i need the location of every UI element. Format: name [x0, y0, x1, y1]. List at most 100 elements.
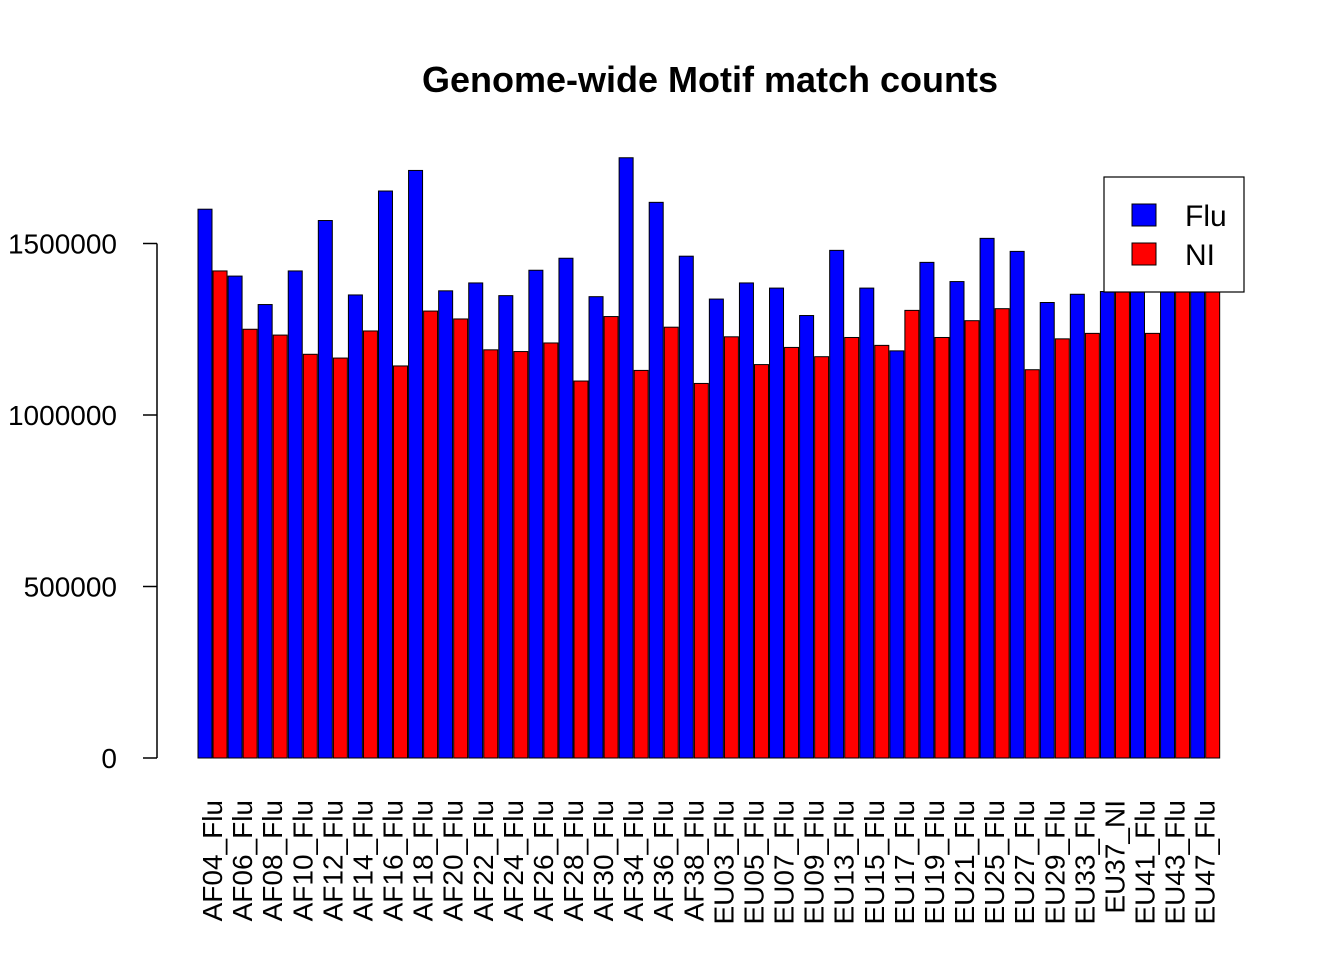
x-category-label: AF12_Flu — [317, 800, 348, 921]
bar-flu — [949, 281, 965, 759]
bar-flu — [528, 269, 544, 759]
bar-flu — [287, 270, 303, 759]
bar-ni — [423, 310, 439, 759]
x-category-label: EU09_Flu — [799, 800, 830, 925]
bar-flu — [317, 220, 333, 759]
bar-flu — [377, 190, 393, 759]
bar-flu — [468, 282, 484, 759]
bar-flu — [708, 298, 724, 759]
x-category-label: AF26_Flu — [528, 800, 559, 921]
y-tick-label: 500000 — [24, 572, 117, 603]
x-category-label: AF34_Flu — [618, 800, 649, 921]
y-tick-label: 1500000 — [8, 229, 117, 260]
bar-ni — [723, 336, 739, 759]
bar-ni — [964, 320, 980, 759]
bar-flu — [227, 275, 243, 759]
bar-flu — [979, 237, 995, 759]
bar-ni — [1024, 369, 1040, 759]
x-category-label: EU41_Flu — [1130, 800, 1161, 925]
bar-flu — [889, 350, 905, 759]
legend-swatch-ni — [1131, 242, 1157, 266]
y-tick-label: 0 — [101, 743, 117, 774]
bar-flu — [738, 282, 754, 759]
bar-ni — [603, 316, 619, 759]
bar-ni — [844, 336, 860, 759]
bar-flu — [618, 157, 634, 759]
bar-flu — [558, 257, 574, 759]
x-category-label: EU25_Flu — [979, 800, 1010, 925]
bar-flu — [919, 261, 935, 759]
bar-ni — [272, 334, 288, 759]
bar-flu — [498, 295, 514, 759]
bar-ni — [393, 365, 409, 759]
x-category-label: EU19_Flu — [919, 800, 950, 925]
x-category-label: AF08_Flu — [257, 800, 288, 921]
bar-flu — [1160, 291, 1176, 759]
bar-flu — [588, 296, 604, 759]
bar-flu — [197, 208, 213, 759]
x-category-label: EU13_Flu — [829, 800, 860, 925]
x-category-label: AF22_Flu — [468, 800, 499, 921]
bar-flu — [1099, 291, 1115, 759]
bar-ni — [302, 353, 318, 759]
x-category-label: AF16_Flu — [378, 800, 409, 921]
bar-ni — [814, 356, 830, 759]
bar-flu — [347, 294, 363, 759]
x-category-label: EU33_Flu — [1069, 800, 1100, 925]
bar-ni — [994, 308, 1010, 759]
x-category-label: EU05_Flu — [738, 800, 769, 925]
bar-ni — [1175, 291, 1191, 759]
bar-flu — [829, 249, 845, 759]
x-category-label: AF06_Flu — [227, 800, 258, 921]
bar-ni — [753, 364, 769, 759]
chart-title: Genome-wide Motif match counts — [422, 59, 998, 100]
x-category-label: EU29_Flu — [1039, 800, 1070, 925]
x-category-label: EU07_Flu — [769, 800, 800, 925]
bar-flu — [408, 169, 424, 759]
bar-ni — [212, 270, 228, 759]
x-category-label: EU15_Flu — [859, 800, 890, 925]
y-axis: 0 500000 1000000 1500000 — [8, 229, 158, 774]
bar-flu — [859, 287, 875, 759]
x-category-label: AF30_Flu — [588, 800, 619, 921]
x-category-label: AF36_Flu — [648, 800, 679, 921]
legend-swatch-flu — [1131, 203, 1157, 227]
bar-ni — [784, 346, 800, 759]
bar-ni — [663, 326, 679, 759]
x-category-label: EU43_Flu — [1160, 800, 1191, 925]
x-category-label: AF28_Flu — [558, 800, 589, 921]
x-category-label: AF14_Flu — [347, 800, 378, 921]
bar-ni — [242, 328, 258, 759]
legend: Flu NI — [1103, 176, 1245, 293]
x-category-label: EU47_Flu — [1190, 800, 1221, 925]
x-category-label: EU21_Flu — [949, 800, 980, 925]
x-category-label: AF20_Flu — [438, 800, 469, 921]
bars-group — [197, 157, 1221, 759]
bar-ni — [904, 309, 920, 759]
bar-flu — [1009, 250, 1025, 759]
bar-ni — [1205, 291, 1221, 759]
x-category-label: EU37_NI — [1099, 800, 1130, 914]
x-axis-labels: AF04_Flu AF06_Flu AF08_Flu AF10_Flu AF12_Flu… — [197, 800, 1221, 925]
bar-ni — [573, 380, 589, 759]
x-category-label: EU03_Flu — [708, 800, 739, 925]
x-category-label: AF18_Flu — [408, 800, 439, 921]
bar-ni — [483, 349, 499, 759]
legend-box — [1103, 176, 1245, 293]
bar-ni — [362, 330, 378, 759]
bar-flu — [769, 287, 785, 759]
bar-flu — [1190, 291, 1206, 759]
bar-ni — [874, 344, 890, 759]
legend-label-ni: NI — [1185, 239, 1215, 272]
x-category-label: AF24_Flu — [498, 800, 529, 921]
bar-flu — [1069, 293, 1085, 759]
x-category-label: EU27_Flu — [1009, 800, 1040, 925]
bar-ni — [934, 336, 950, 759]
x-category-label: AF10_Flu — [287, 800, 318, 921]
bar-ni — [1114, 291, 1130, 759]
bar-ni — [693, 382, 709, 759]
bar-flu — [799, 315, 815, 759]
bar-flu — [257, 304, 273, 759]
bar-ni — [633, 369, 649, 759]
